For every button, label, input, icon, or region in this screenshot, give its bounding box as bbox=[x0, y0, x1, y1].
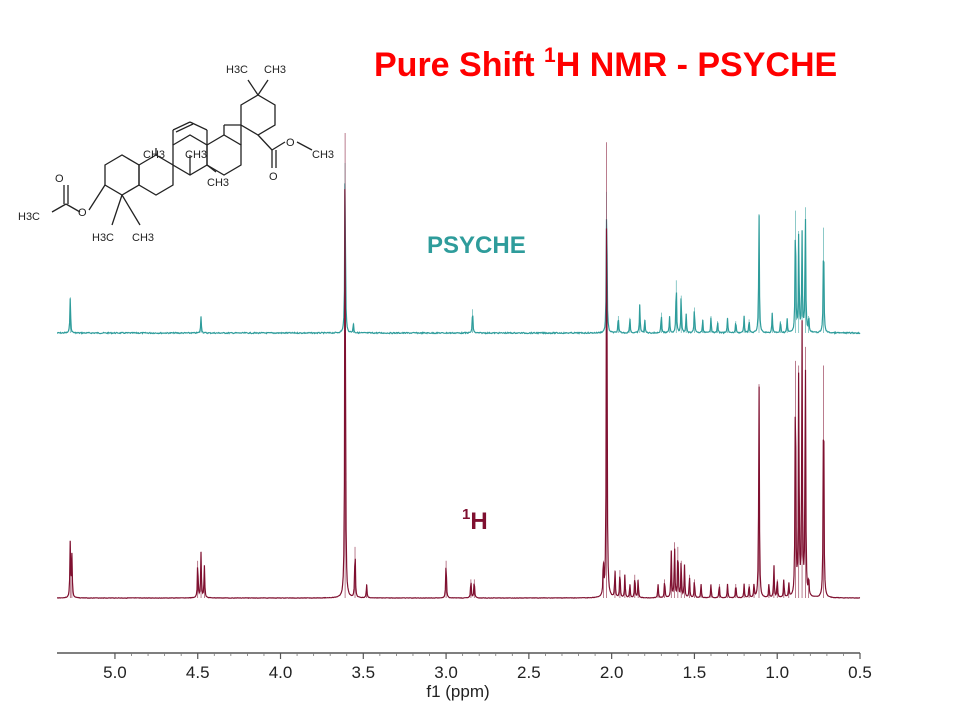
x-axis-ticks: 5.0 4.5 4.0 3.5 3.0 2.5 2.0 1.5 1.0 0.5 bbox=[103, 653, 872, 682]
label-ch3-c: CH3 bbox=[207, 177, 229, 189]
label-ch3-gem: CH3 bbox=[132, 232, 154, 244]
proton-spectrum-label: 1H bbox=[462, 506, 488, 536]
x-tick-label: 2.0 bbox=[600, 663, 624, 682]
spectrum-line-psyche bbox=[57, 183, 861, 335]
proton-label-superscript: 1 bbox=[462, 506, 471, 523]
label-h3c-top: H3C bbox=[226, 64, 248, 76]
label-o-ester: O bbox=[286, 137, 295, 149]
title-superscript: 1 bbox=[544, 44, 556, 67]
label-o-ring: O bbox=[78, 207, 87, 219]
x-tick-label: 1.0 bbox=[765, 663, 789, 682]
x-tick-label: 3.5 bbox=[351, 663, 375, 682]
x-tick-label: 4.0 bbox=[269, 663, 293, 682]
slide-title: Pure Shift 1H NMR - PSYCHE bbox=[374, 44, 914, 92]
x-axis-label: f1 (ppm) bbox=[426, 682, 489, 701]
label-o-carbonyl: O bbox=[269, 171, 278, 183]
label-ch3-top: CH3 bbox=[264, 64, 286, 76]
title-text: Pure Shift bbox=[374, 46, 545, 84]
label-o-acetyl: O bbox=[55, 173, 64, 185]
label-ch3-b: CH3 bbox=[185, 149, 207, 161]
label-h3c-acetyl: H3C bbox=[18, 211, 40, 223]
x-tick-label: 3.0 bbox=[434, 663, 458, 682]
x-tick-label: 5.0 bbox=[103, 663, 127, 682]
title-text-rest: H NMR - PSYCHE bbox=[555, 46, 838, 84]
x-tick-label: 2.5 bbox=[517, 663, 541, 682]
label-h3c-gem: H3C bbox=[92, 232, 114, 244]
label-ch3-ester: CH3 bbox=[312, 149, 334, 161]
x-tick-label: 1.5 bbox=[683, 663, 707, 682]
spectra bbox=[57, 133, 861, 599]
psyche-spectrum-label: PSYCHE bbox=[427, 232, 526, 259]
label-ch3-a: CH3 bbox=[143, 149, 165, 161]
x-tick-label: 0.5 bbox=[848, 663, 872, 682]
proton-label-text: H bbox=[470, 508, 488, 535]
x-tick-label: 4.5 bbox=[186, 663, 210, 682]
spectrum-line-1h bbox=[57, 189, 861, 599]
